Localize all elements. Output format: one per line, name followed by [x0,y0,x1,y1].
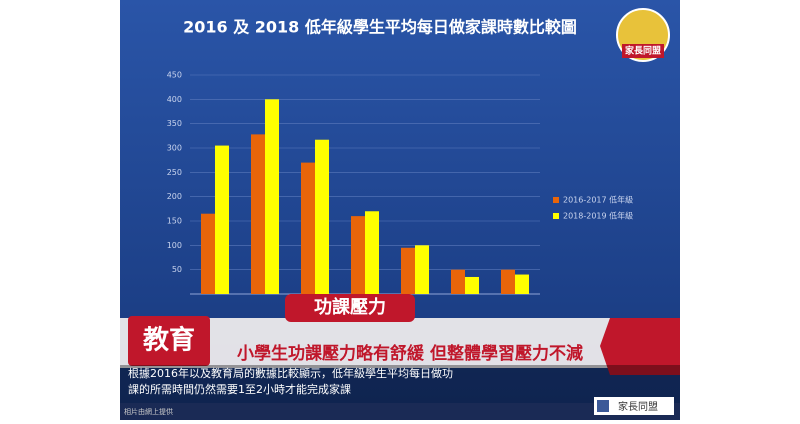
chart-title: 2016 及 2018 低年級學生平均每日做家課時數比較圖 [183,18,577,37]
bar [351,216,365,294]
y-tick-label: 50 [172,265,182,274]
tag-box [128,316,210,366]
y-tick-label: 400 [167,95,182,104]
fb-icon [597,400,609,412]
headline: 小學生功課壓力略有舒緩 但整體學習壓力不減 [237,343,583,364]
bar [315,139,329,294]
legend-swatch [553,213,559,219]
bar [365,211,379,294]
y-tick-label: 250 [167,168,182,177]
logo-band [622,44,664,58]
y-tick-label: 350 [167,119,182,128]
y-tick-label: 300 [167,144,182,153]
y-tick-label: 150 [167,217,182,226]
fb-box[interactable] [594,397,674,415]
tag-text: 教育 [143,325,195,356]
bar [465,276,479,294]
y-tick-label: 200 [167,192,182,201]
bar [401,247,415,294]
caption-bg [120,365,680,403]
bar [415,245,429,294]
topic-box [285,294,415,322]
banner-logo [600,318,680,375]
bar [515,274,529,294]
y-tick-label: 100 [167,241,182,250]
bar [451,269,465,294]
caption-line: 根據2016年以及教育局的數據比較顯示，低年級學生平均每日做功 [128,366,453,380]
bar [201,213,215,294]
bar [215,145,229,294]
logo-text: 家長同盟 [625,45,661,57]
bar [301,162,315,294]
caption-line: 課的所需時間仍然需要1至2小時才能完成家課 [128,382,351,396]
legend-label: 2018-2019 低年級 [563,211,633,221]
bar [265,99,279,294]
photo-credit: 相片由網上提供 [124,407,173,416]
banner [120,318,680,368]
plot: 50 100 150 200 250 300 350 400 450 2016-2017 低年級 2… [167,71,633,295]
y-tick-label: 450 [167,71,182,80]
legend-swatch [553,197,559,203]
bar [501,269,515,294]
footer [120,403,680,420]
legend-label: 2016-2017 低年級 [563,195,633,205]
fb-text: 家長同盟 [618,400,658,413]
topic-text: 功課壓力 [314,296,386,318]
bar [251,134,265,294]
